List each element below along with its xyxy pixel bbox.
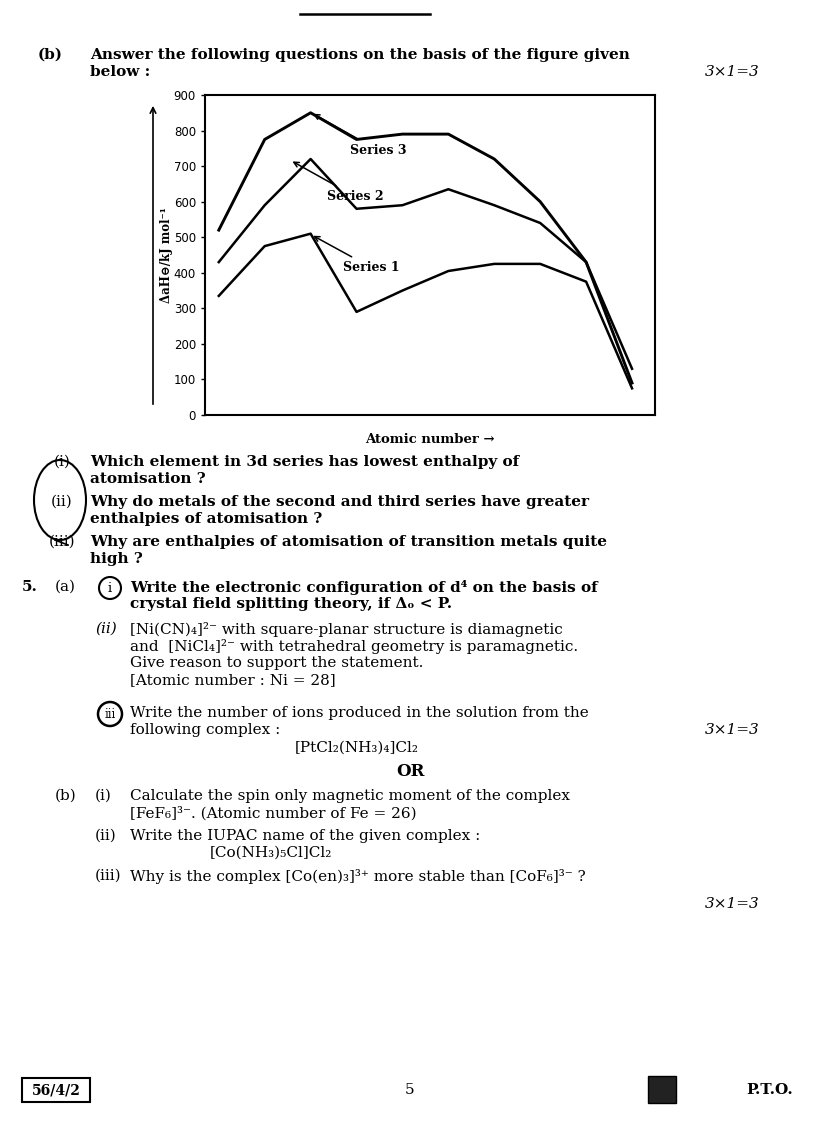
Text: [Ni(CN)₄]²⁻ with square-planar structure is diamagnetic: [Ni(CN)₄]²⁻ with square-planar structure… xyxy=(130,622,562,637)
Text: i: i xyxy=(108,582,112,594)
Text: Write the electronic configuration of d⁴ on the basis of: Write the electronic configuration of d⁴… xyxy=(130,580,597,594)
Text: crystal field splitting theory, if Δₒ < P.: crystal field splitting theory, if Δₒ < … xyxy=(130,597,451,611)
Text: [Atomic number : Ni = 28]: [Atomic number : Ni = 28] xyxy=(130,673,335,687)
Text: (a): (a) xyxy=(55,580,76,594)
Text: P.T.O.: P.T.O. xyxy=(746,1083,793,1098)
Text: high ?: high ? xyxy=(90,552,143,566)
Text: following complex :: following complex : xyxy=(130,723,280,737)
Text: (ii): (ii) xyxy=(95,829,116,843)
Text: Which element in 3d series has lowest enthalpy of: Which element in 3d series has lowest en… xyxy=(90,455,518,469)
Text: [Co(NH₃)₅Cl]Cl₂: [Co(NH₃)₅Cl]Cl₂ xyxy=(210,846,332,860)
Text: 56/4/2: 56/4/2 xyxy=(31,1083,80,1098)
Text: Write the number of ions produced in the solution from the: Write the number of ions produced in the… xyxy=(130,706,588,720)
Text: Atomic number →: Atomic number → xyxy=(364,433,494,446)
Text: Write the IUPAC name of the given complex :: Write the IUPAC name of the given comple… xyxy=(130,829,480,843)
Text: Series 2: Series 2 xyxy=(293,162,382,203)
Text: Give reason to support the statement.: Give reason to support the statement. xyxy=(130,656,423,670)
Text: (iii): (iii) xyxy=(48,535,75,549)
Text: 3×1=3: 3×1=3 xyxy=(704,65,759,79)
Text: enthalpies of atomisation ?: enthalpies of atomisation ? xyxy=(90,512,322,526)
Text: (i): (i) xyxy=(53,455,70,469)
Text: [FeF₆]³⁻. (Atomic number of Fe = 26): [FeF₆]³⁻. (Atomic number of Fe = 26) xyxy=(130,807,416,820)
Text: (ii): (ii) xyxy=(95,622,116,636)
Text: iii: iii xyxy=(104,707,115,721)
Text: Series 1: Series 1 xyxy=(314,237,399,274)
Text: Calculate the spin only magnetic moment of the complex: Calculate the spin only magnetic moment … xyxy=(130,788,569,803)
Text: 3×1=3: 3×1=3 xyxy=(704,897,759,911)
Text: Answer the following questions on the basis of the figure given: Answer the following questions on the ba… xyxy=(90,49,629,62)
Text: (ii): (ii) xyxy=(51,495,73,509)
Text: (iii): (iii) xyxy=(95,869,121,883)
Text: [PtCl₂(NH₃)₄]Cl₂: [PtCl₂(NH₃)₄]Cl₂ xyxy=(295,741,419,755)
Text: 5: 5 xyxy=(405,1083,414,1098)
Text: Why do metals of the second and third series have greater: Why do metals of the second and third se… xyxy=(90,495,588,509)
Text: Why is the complex [Co(en)₃]³⁺ more stable than [CoF₆]³⁻ ?: Why is the complex [Co(en)₃]³⁺ more stab… xyxy=(130,869,585,884)
Text: Series 3: Series 3 xyxy=(314,115,405,157)
Text: (b): (b) xyxy=(38,49,63,62)
Text: (b): (b) xyxy=(55,788,77,803)
Text: OR: OR xyxy=(396,763,423,779)
Text: ΔaH⊖/kJ mol⁻¹: ΔaH⊖/kJ mol⁻¹ xyxy=(161,208,174,303)
Text: Why are enthalpies of atomisation of transition metals quite: Why are enthalpies of atomisation of tra… xyxy=(90,535,606,549)
Text: 3×1=3: 3×1=3 xyxy=(704,723,759,737)
Text: 5.: 5. xyxy=(22,580,38,594)
Text: below :: below : xyxy=(90,65,150,79)
FancyBboxPatch shape xyxy=(647,1076,675,1103)
Text: atomisation ?: atomisation ? xyxy=(90,472,206,486)
Text: and  [NiCl₄]²⁻ with tetrahedral geometry is paramagnetic.: and [NiCl₄]²⁻ with tetrahedral geometry … xyxy=(130,638,577,654)
FancyBboxPatch shape xyxy=(22,1078,90,1102)
Text: (i): (i) xyxy=(95,788,111,803)
